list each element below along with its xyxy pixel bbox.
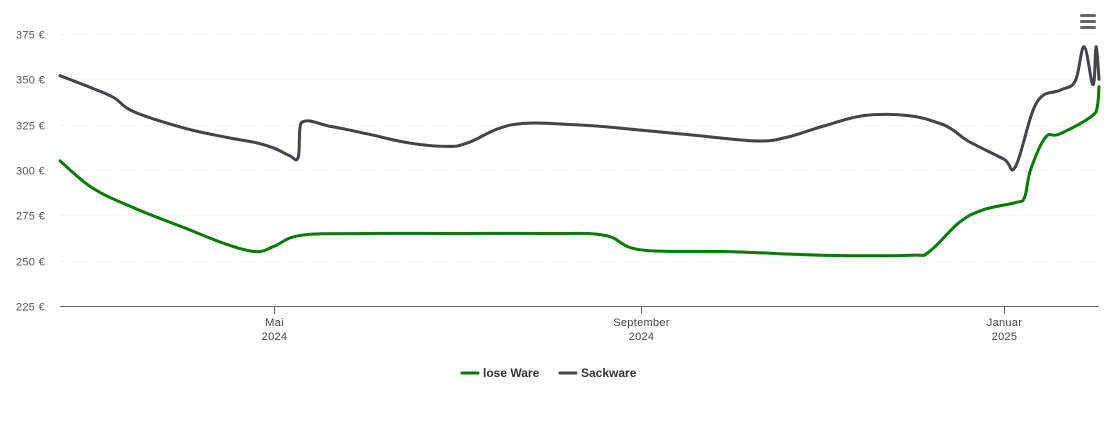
grid	[60, 34, 1099, 262]
y-tick-label: 275 €	[16, 211, 45, 223]
legend-item[interactable]: Sackware	[558, 366, 637, 380]
series-line-sackware	[58, 45, 1101, 172]
legend: lose Ware Sackware	[460, 366, 637, 380]
hamburger-menu-icon	[1080, 14, 1096, 29]
y-axis: 225 € 250 € 275 € 300 € 325 € 350 € 375 €	[16, 30, 45, 314]
y-tick-label: 225 €	[16, 302, 45, 314]
y-tick-label: 375 €	[16, 30, 45, 42]
y-tick-label: 250 €	[16, 257, 45, 269]
x-axis: Mai 2024 September 2024 Januar 2025	[60, 306, 1099, 343]
chart-menu-button[interactable]	[1074, 8, 1102, 30]
legend-item[interactable]: lose Ware	[460, 366, 540, 380]
x-tick-label: Mai	[265, 317, 284, 329]
x-tick-label: Januar	[987, 317, 1022, 329]
legend-label: lose Ware	[483, 366, 540, 380]
menu-icon-bar	[1080, 26, 1096, 29]
y-tick-label: 325 €	[16, 121, 45, 133]
menu-icon-bar	[1080, 14, 1096, 17]
series	[58, 45, 1101, 258]
series-line-lose-ware	[58, 85, 1101, 258]
legend-label: Sackware	[581, 366, 637, 380]
x-tick-year-label: 2024	[629, 331, 655, 343]
y-tick-label: 300 €	[16, 166, 45, 178]
x-tick-label: September	[613, 317, 670, 329]
x-tick-year-label: 2025	[992, 331, 1018, 343]
x-tick-year-label: 2024	[262, 331, 288, 343]
y-tick-label: 350 €	[16, 75, 45, 87]
menu-icon-bar	[1080, 20, 1096, 23]
